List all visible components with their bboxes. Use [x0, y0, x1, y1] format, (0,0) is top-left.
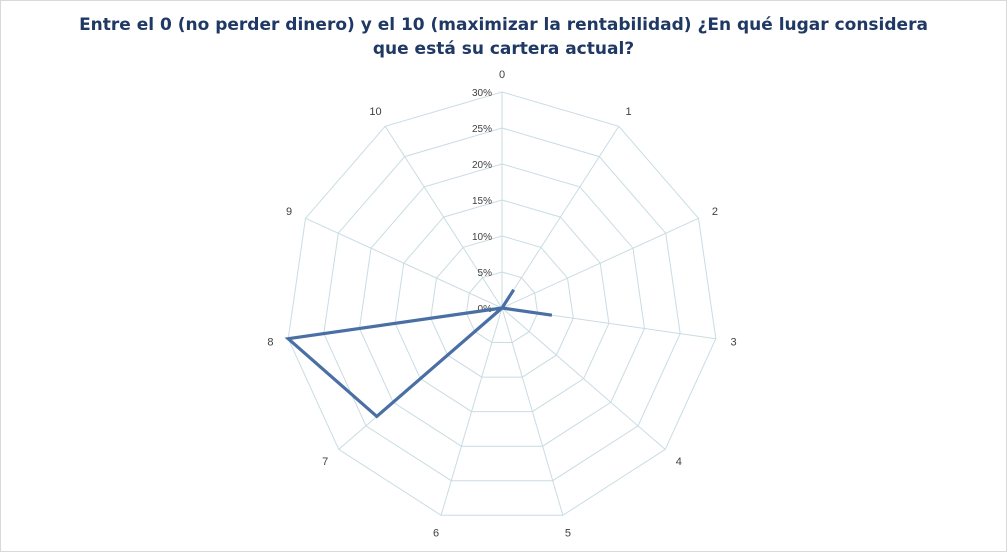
axis-tick-label: 5% — [478, 268, 493, 279]
grid-ring — [358, 163, 646, 447]
category-label: 7 — [322, 456, 328, 468]
category-label: 6 — [433, 528, 439, 540]
category-label: 9 — [286, 206, 292, 218]
category-label: 1 — [625, 106, 631, 118]
grid-ring — [465, 271, 539, 343]
chart-title-line-1: Entre el 0 (no perder dinero) y el 10 (m… — [79, 15, 928, 35]
series-line — [284, 288, 553, 419]
axis-tick-label: 20% — [472, 160, 492, 171]
category-label: 5 — [565, 528, 571, 540]
grid-spoke — [501, 217, 699, 309]
axis-tick-label: 15% — [472, 196, 492, 207]
category-label: 10 — [369, 106, 381, 118]
chart-title-line-2: que está su cartera actual? — [372, 39, 635, 59]
grid-ring — [323, 127, 681, 482]
grid-spoke — [384, 126, 503, 309]
category-label: 2 — [712, 206, 718, 218]
axis-tick-label: 10% — [472, 232, 492, 243]
axis-tick-label: 30% — [472, 88, 492, 99]
grid-ring — [287, 91, 717, 516]
grid-ring — [394, 199, 610, 413]
grid-spoke — [501, 307, 666, 450]
category-label: 4 — [676, 456, 682, 468]
grid-spoke — [305, 217, 503, 309]
category-label: 0 — [499, 69, 505, 81]
grid-spoke — [501, 307, 564, 516]
grid-ring — [430, 235, 574, 378]
axis-tick-label: 25% — [472, 124, 492, 135]
category-label: 3 — [731, 336, 737, 348]
chart-title: Entre el 0 (no perder dinero) y el 10 (m… — [1, 13, 1006, 61]
grid-spoke — [501, 126, 620, 309]
category-label: 8 — [267, 336, 273, 348]
grid-spoke — [440, 307, 503, 516]
